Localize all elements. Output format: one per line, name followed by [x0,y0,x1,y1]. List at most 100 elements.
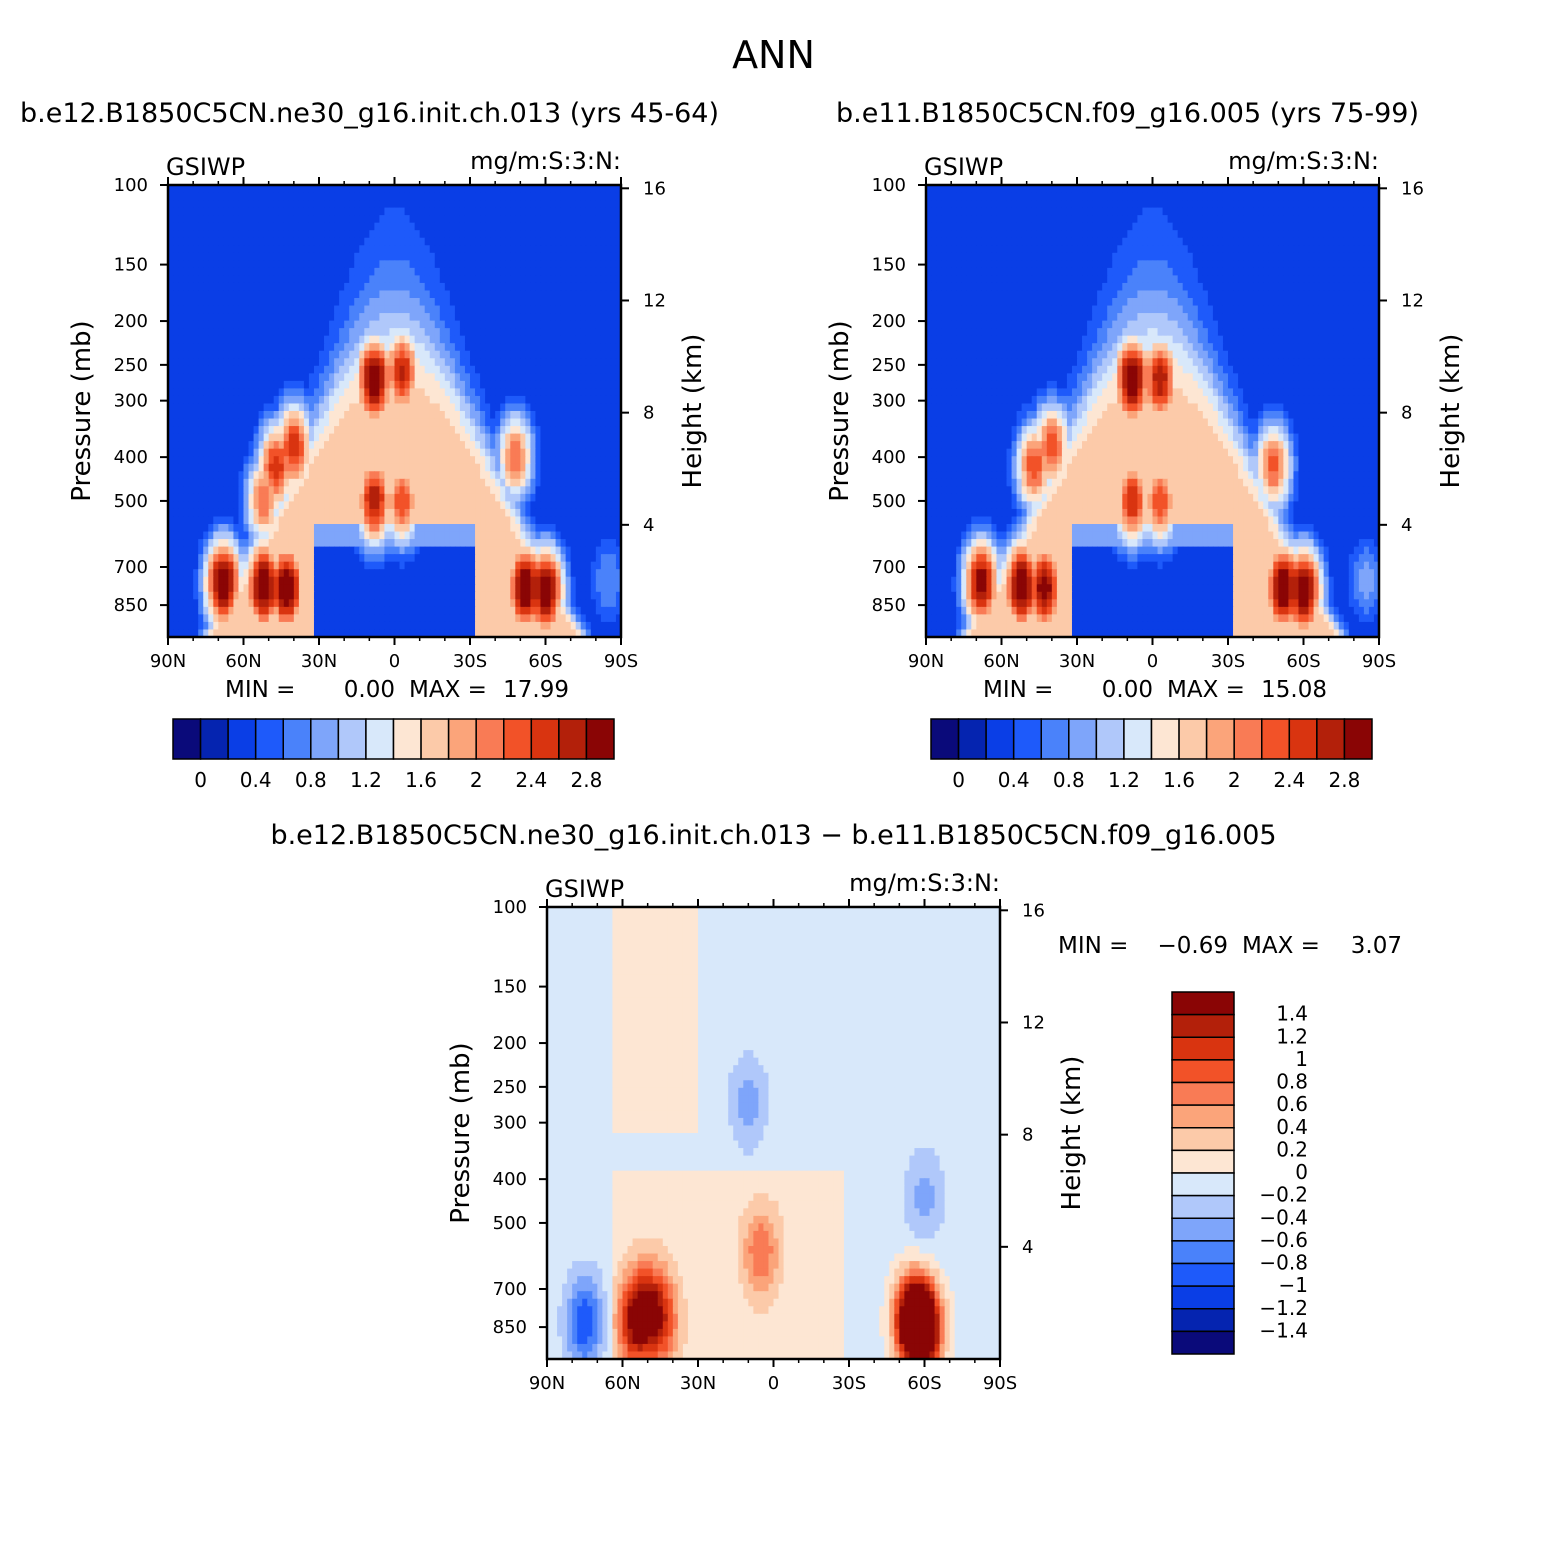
contour-cell [580,478,587,487]
contour-cell [384,373,391,382]
contour-cell [590,486,597,495]
contour-cell [585,192,592,201]
contour-cell [208,471,214,480]
contour-cell [495,245,501,254]
panel1-title: b.e12.B1850C5CN.ne30_g16.init.ch.013 (yr… [20,98,720,129]
contour-cell [339,426,345,435]
contour-cell [615,493,622,502]
contour-cell [590,328,597,337]
contour-cell [208,237,214,246]
contour-cell [434,403,441,412]
contour-cell [444,222,451,231]
contour-cell [319,207,325,216]
contour-cell [273,584,280,593]
contour-cell [500,539,506,548]
contour-cell [615,395,622,405]
contour-cell [520,380,526,389]
contour-cell [339,335,345,344]
contour-cell [334,252,340,261]
contour-cell [364,252,370,261]
contour-cell [293,448,300,457]
contour-cell [298,493,305,502]
contour-cell [298,418,305,427]
contour-cell [168,335,174,344]
contour-cell [580,380,587,389]
contour-cell [293,245,300,254]
contour-cell [253,215,260,224]
contour-cell [585,380,592,389]
contour-cell [525,230,531,239]
contour-cell [268,313,275,322]
contour-cell [213,531,219,540]
contour-cell [459,418,466,427]
contour-cell [500,275,506,284]
contour-cell [565,267,572,276]
contour-cell [334,395,340,405]
contour-cell [480,478,486,487]
contour-cell [585,365,592,374]
contour-cell [213,508,219,518]
contour-cell [369,192,375,201]
contour-cell [530,486,537,495]
contour-cell [560,245,567,254]
contour-cell [278,320,285,329]
contour-cell [298,328,305,337]
figure-title: ANN [732,33,815,77]
contour-cell [173,252,179,261]
contour-cell [490,448,496,457]
contour-cell [268,298,275,307]
contour-cell [515,365,521,374]
contour-cell [475,207,481,216]
contour-cell [490,411,496,420]
contour-cell [429,576,436,585]
contour-cell [238,380,245,389]
contour-cell [570,237,577,246]
contour-cell [389,554,396,563]
contour-cell [253,373,260,382]
contour-cell [168,395,174,405]
contour-cell [570,501,577,510]
contour-cell [288,222,295,231]
contour-cell [414,591,421,600]
contour-cell [263,576,270,585]
contour-cell [470,192,476,201]
contour-cell [595,320,602,329]
contour-cell [293,222,300,231]
contour-cell [575,471,582,480]
contour-cell [555,358,562,367]
contour-cell [525,584,531,593]
contour-cell [198,441,204,450]
contour-cell [515,343,521,352]
contour-cell [278,418,285,427]
contour-cell [590,282,597,292]
contour-cell [248,260,255,269]
contour-cell [590,260,597,269]
contour-cell [213,388,219,397]
contour-cell [198,215,204,224]
contour-cell [263,200,270,209]
contour-cell [354,433,360,442]
contour-cell [510,569,516,578]
contour-cell [288,252,295,261]
contour-cell [535,222,542,231]
contour-cell [495,373,501,382]
contour-cell [288,524,295,533]
contour-cell [419,215,426,224]
contour-cell [273,448,280,457]
contour-cell [168,365,174,374]
contour-cell [595,493,602,502]
contour-cell [555,245,562,254]
contour-cell [283,185,290,194]
contour-cell [308,531,315,540]
contour-cell [238,569,245,578]
contour-cell [283,561,290,570]
contour-cell [439,298,446,307]
contour-cell [369,267,375,276]
contour-cell [379,192,386,201]
contour-cell [515,388,521,397]
contour-cell [233,539,240,548]
contour-cell [399,282,406,292]
contour-cell [248,418,255,427]
contour-cell [223,200,229,209]
contour-cell [585,539,592,548]
